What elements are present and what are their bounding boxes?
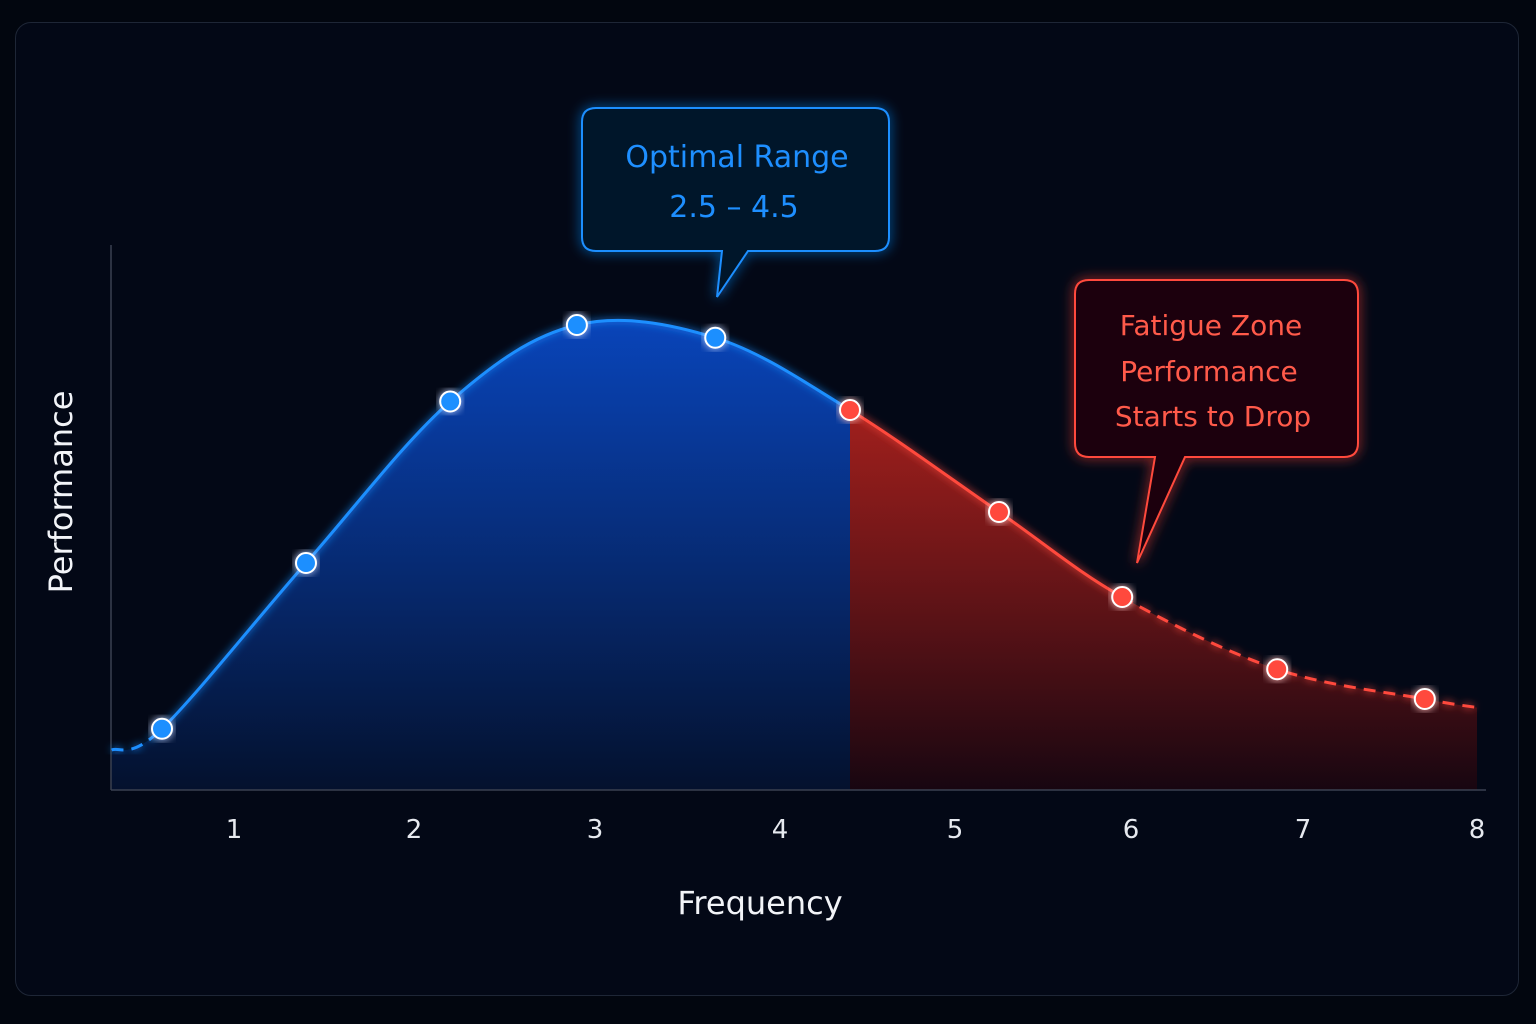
optimal-series-line [160,318,851,730]
fatigue-area-fill [850,410,1477,790]
fatigue-data-point-3 [1111,586,1134,608]
fatigue-callout-line3: Starts to Drop [1115,400,1311,433]
optimal-data-point-4 [565,314,588,336]
optimal-callout-line1: Optimal Range [625,140,848,175]
fatigue-data-point-2 [988,501,1010,523]
area-fills [111,320,1477,790]
x-tick-labels: 1 2 3 4 5 6 7 8 [226,815,1486,845]
optimal-callout-line2: 2.5 – 4.5 [669,190,799,225]
fatigue-zone-callout [1074,279,1359,564]
x-tick-label-4: 4 [772,815,789,845]
fatigue-data-point-4 [1266,658,1289,681]
fatigue-callout-line2: Performance [1120,355,1297,388]
fatigue-line-dashed-tail [1121,595,1478,709]
y-axis-title: Performance [42,391,80,594]
x-tick-label-5: 5 [947,815,964,845]
x-tick-label-3: 3 [587,815,604,845]
x-tick-label-7: 7 [1295,815,1312,845]
axes [110,245,1486,791]
optimal-range-callout [581,107,890,298]
x-axis-title: Frequency [677,884,842,922]
x-tick-label-8: 8 [1469,815,1486,845]
data-points [151,314,1436,740]
optimal-data-point-3 [439,390,462,413]
fatigue-data-point-1 [839,399,861,421]
fatigue-callout-box [1074,279,1359,564]
x-tick-label-2: 2 [406,815,423,845]
fatigue-data-point-5 [1413,688,1436,710]
optimal-callout-box [581,107,890,298]
optimal-line-dashed-start [111,727,164,752]
fatigue-callout-line1: Fatigue Zone [1120,309,1302,342]
x-tick-label-6: 6 [1123,815,1140,845]
optimal-data-point-1 [151,717,173,740]
x-tick-label-1: 1 [226,815,243,845]
optimal-data-point-5 [704,326,727,349]
optimal-area-fill [111,320,851,790]
optimal-data-point-2 [295,552,317,574]
